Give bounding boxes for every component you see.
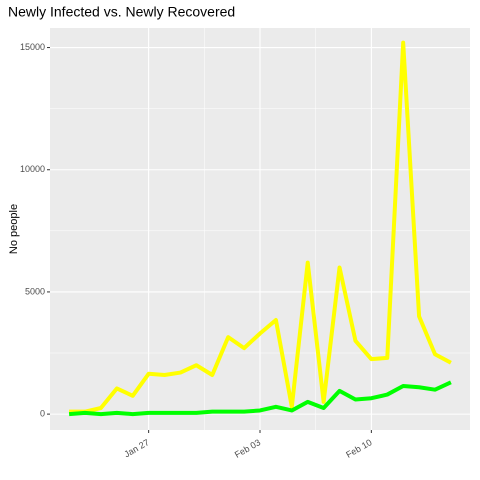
y-axis-label: No people [8, 204, 20, 254]
y-tick-label: 15000 [20, 42, 45, 52]
x-tick-label: Jan 27 [122, 437, 150, 459]
x-tick-label: Feb 03 [233, 437, 262, 460]
series-line [68, 380, 452, 417]
series-line [69, 40, 452, 414]
chart-title: Newly Infected vs. Newly Recovered [8, 4, 235, 20]
y-tick-label: 0 [40, 408, 45, 418]
y-tick-label: 10000 [20, 164, 45, 174]
x-tick-label: Feb 10 [344, 437, 373, 460]
y-tick-label: 5000 [25, 286, 45, 296]
